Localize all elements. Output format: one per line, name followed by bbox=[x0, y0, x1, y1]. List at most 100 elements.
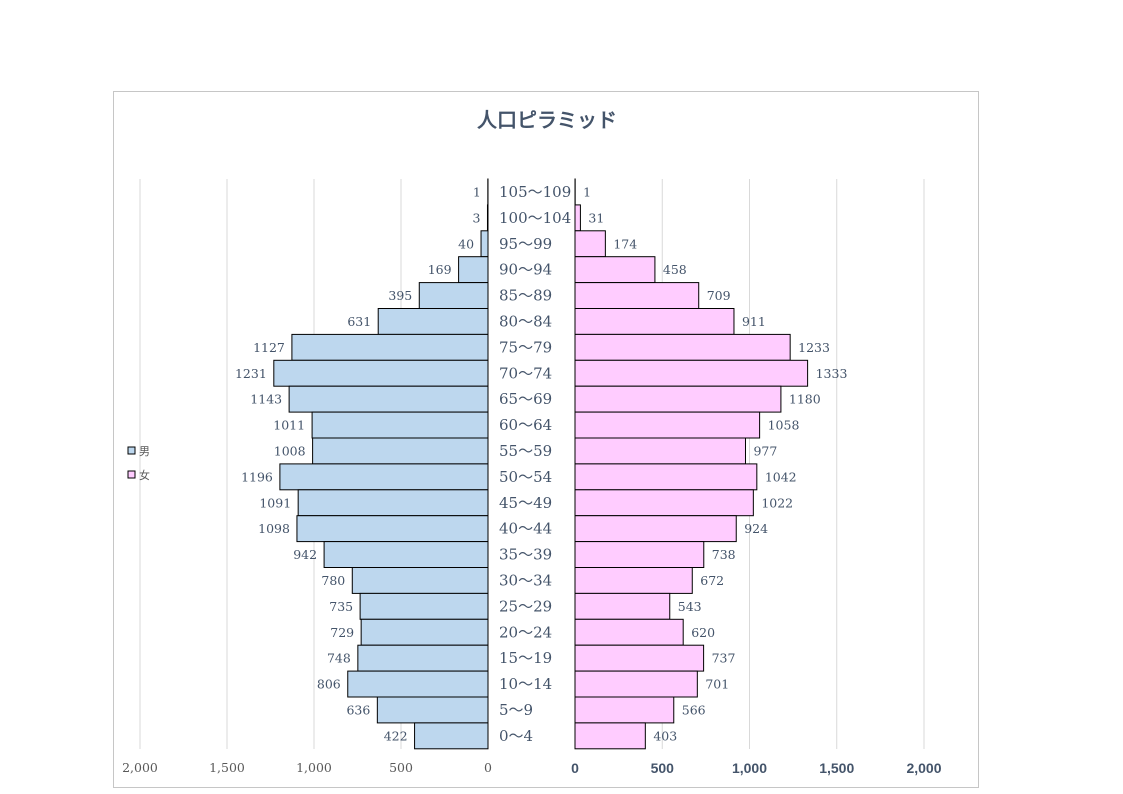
age-label: 70～74 bbox=[499, 364, 552, 382]
age-label: 50～54 bbox=[499, 468, 552, 486]
data-label-male: 395 bbox=[388, 288, 412, 303]
tick-label-female: 1,500 bbox=[819, 760, 854, 776]
age-label: 85～89 bbox=[499, 287, 552, 305]
bar-female bbox=[574, 567, 693, 594]
bar-female bbox=[574, 333, 791, 361]
bars bbox=[273, 178, 809, 750]
data-label-female: 924 bbox=[744, 521, 768, 536]
data-label-male: 1 bbox=[473, 184, 481, 199]
tick-label-female: 500 bbox=[651, 760, 675, 776]
bar-male bbox=[377, 308, 489, 335]
data-label-male: 806 bbox=[317, 677, 341, 692]
tick-label-male: 1,500 bbox=[209, 760, 245, 775]
data-label-male: 1231 bbox=[235, 366, 267, 381]
age-label: 35～39 bbox=[499, 546, 552, 564]
data-label-female: 1058 bbox=[768, 418, 800, 433]
data-label-male: 169 bbox=[428, 262, 452, 277]
bar-male bbox=[273, 359, 489, 387]
data-label-female: 31 bbox=[588, 210, 604, 225]
data-label-female: 701 bbox=[705, 677, 729, 692]
population-pyramid-chart: 人口ピラミッド 1 1 3 31 40 174 169 458 395 709 631 911 1127… bbox=[122, 108, 942, 776]
age-label: 55～59 bbox=[499, 442, 552, 460]
data-label-female: 1042 bbox=[765, 469, 797, 484]
chart-title: 人口ピラミッド bbox=[477, 108, 617, 132]
age-label: 80～84 bbox=[499, 312, 552, 330]
age-label: 15～19 bbox=[499, 649, 552, 667]
data-label-male: 631 bbox=[347, 314, 371, 329]
bar-female bbox=[574, 644, 705, 672]
age-label: 100～104 bbox=[499, 209, 571, 227]
data-label-female: 737 bbox=[712, 651, 736, 666]
bar-male bbox=[312, 437, 489, 465]
bar-male bbox=[296, 515, 489, 543]
bar-female bbox=[574, 515, 737, 543]
data-label-female: 977 bbox=[753, 443, 777, 458]
tick-label-male: 1,000 bbox=[296, 760, 332, 775]
bar-male bbox=[323, 541, 489, 569]
bar-female bbox=[574, 722, 646, 750]
bar-female bbox=[574, 541, 705, 569]
data-label-male: 636 bbox=[346, 702, 370, 717]
data-label-male: 1098 bbox=[258, 521, 290, 536]
bar-female bbox=[574, 489, 754, 517]
tick-label-female: 2,000 bbox=[906, 760, 941, 776]
legend-label-male: 男 bbox=[139, 445, 150, 458]
data-label-female: 672 bbox=[700, 573, 724, 588]
tick-label-female: 0 bbox=[571, 760, 579, 776]
data-label-female: 1333 bbox=[816, 366, 848, 381]
bar-male bbox=[418, 282, 489, 310]
bar-female bbox=[574, 463, 758, 491]
age-label: 20～24 bbox=[499, 623, 552, 641]
legend-swatch-female bbox=[127, 470, 136, 479]
bar-male bbox=[311, 411, 489, 439]
chart-frame: 人口ピラミッド 1 1 3 31 40 174 169 458 395 709 631 911 1127… bbox=[113, 91, 979, 788]
age-label: 60～64 bbox=[499, 416, 552, 434]
data-label-female: 738 bbox=[712, 547, 736, 562]
bar-female bbox=[574, 385, 782, 413]
age-label: 0～4 bbox=[499, 727, 533, 745]
bar-female bbox=[574, 618, 684, 646]
age-label: 10～14 bbox=[499, 675, 552, 693]
bar-male bbox=[357, 644, 489, 672]
data-label-male: 40 bbox=[458, 236, 474, 251]
tick-label-male: 2,000 bbox=[122, 760, 158, 775]
bar-male bbox=[414, 722, 489, 750]
data-label-female: 1 bbox=[583, 184, 591, 199]
age-label: 5～9 bbox=[499, 701, 533, 719]
bar-male bbox=[359, 592, 489, 620]
bar-female bbox=[574, 256, 656, 284]
bar-male bbox=[486, 204, 489, 232]
tick-label-male: 500 bbox=[389, 760, 413, 775]
bar-female bbox=[574, 696, 675, 724]
data-label-female: 620 bbox=[691, 625, 715, 640]
legend-swatch-male bbox=[127, 446, 136, 455]
data-label-female: 1233 bbox=[798, 340, 830, 355]
data-label-female: 709 bbox=[707, 288, 731, 303]
data-label-male: 1091 bbox=[259, 495, 291, 510]
legend: 男女 bbox=[127, 445, 150, 482]
age-label: 25～29 bbox=[499, 597, 552, 615]
bar-female bbox=[574, 282, 700, 310]
bar-male bbox=[279, 463, 489, 491]
axis-ticks: 0 500 1,000 1,500 2,000 0 500 1,000 1,500 2,000 bbox=[122, 760, 942, 776]
data-label-male: 1008 bbox=[274, 443, 306, 458]
data-label-male: 422 bbox=[384, 728, 408, 743]
data-label-male: 1011 bbox=[273, 418, 305, 433]
bar-female bbox=[574, 359, 809, 387]
data-label-female: 174 bbox=[613, 236, 637, 251]
data-labels: 1 1 3 31 40 174 169 458 395 709 631 911 1127 1233 1231… bbox=[235, 184, 847, 743]
age-label: 75～79 bbox=[499, 338, 552, 356]
bar-male bbox=[347, 670, 489, 698]
data-label-female: 911 bbox=[742, 314, 766, 329]
tick-label-female: 1,000 bbox=[732, 760, 767, 776]
bar-female bbox=[574, 592, 671, 620]
data-label-male: 735 bbox=[329, 599, 353, 614]
bar-male bbox=[458, 256, 489, 284]
bar-male bbox=[288, 385, 489, 413]
bar-male bbox=[297, 489, 489, 517]
data-label-male: 1127 bbox=[253, 340, 285, 355]
age-label: 45～49 bbox=[499, 494, 552, 512]
bar-male bbox=[351, 567, 489, 594]
bar-male bbox=[291, 333, 489, 361]
age-label: 30～34 bbox=[499, 571, 552, 589]
